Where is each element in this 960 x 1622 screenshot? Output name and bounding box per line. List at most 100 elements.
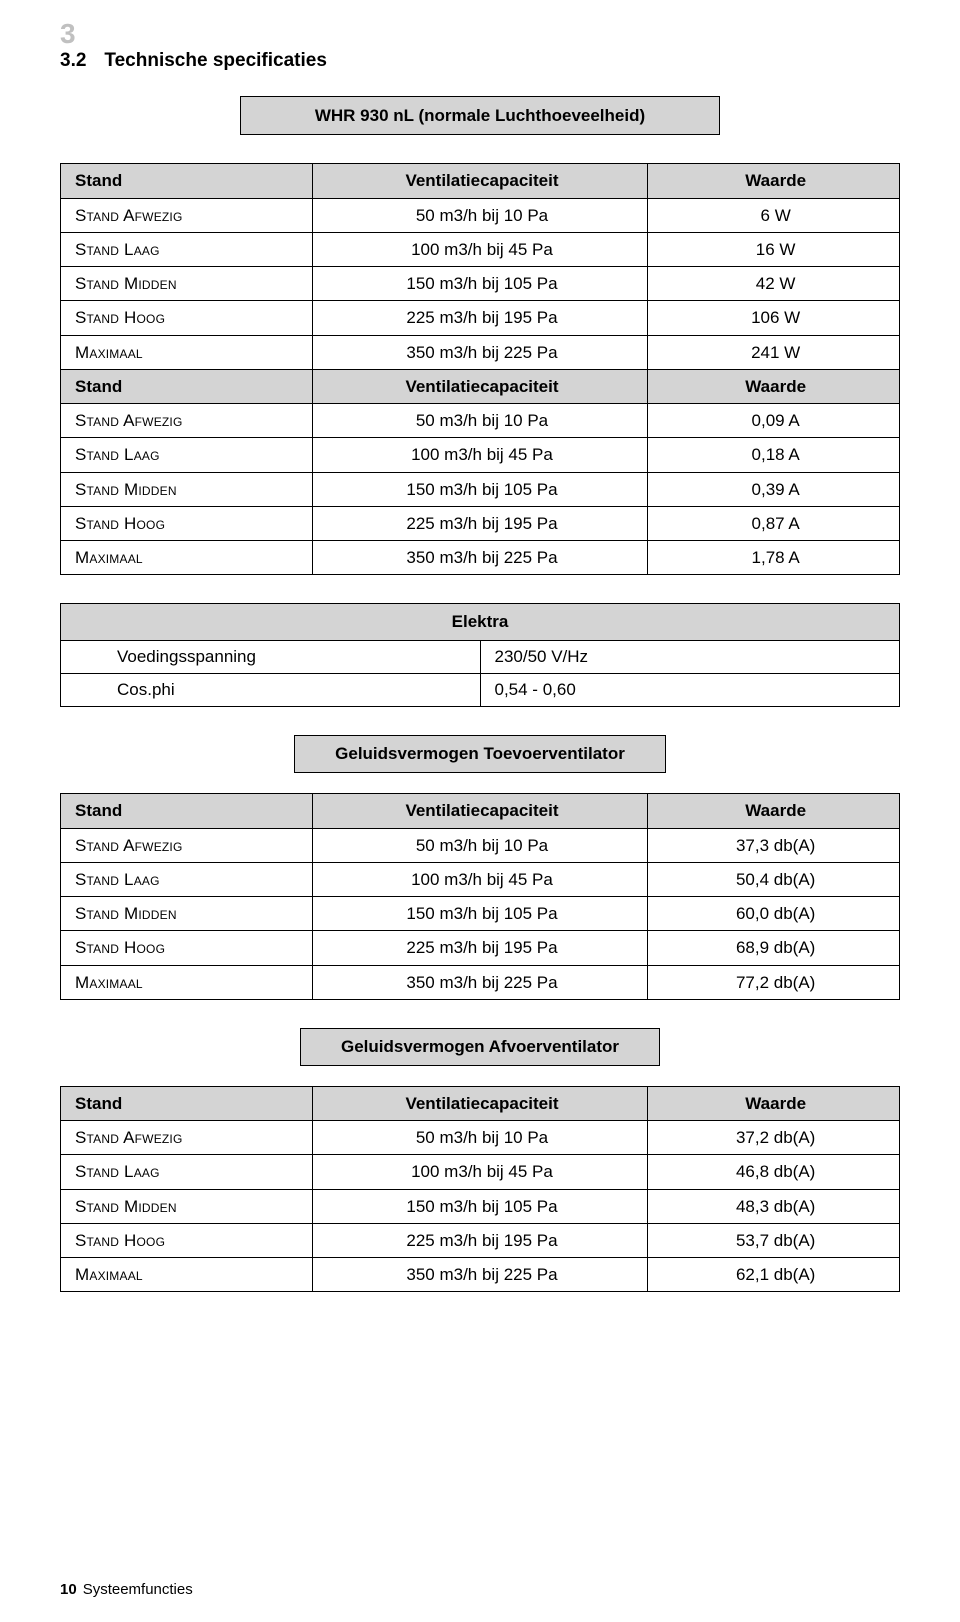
cell-waarde: 53,7 db(A) — [648, 1223, 900, 1257]
hdr-waarde: Waarde — [648, 164, 900, 198]
table-afvoer-rows: Stand Afwezig50 m3/h bij 10 Pa37,2 db(A)… — [61, 1121, 900, 1292]
cell-waarde: 37,3 db(A) — [648, 828, 900, 862]
table1-header2: Stand Ventilatiecapaciteit Waarde — [61, 369, 900, 403]
cell-waarde: 50,4 db(A) — [648, 862, 900, 896]
banner-toevoer-text: Geluidsvermogen Toevoerventilator — [295, 736, 666, 773]
table-toevoer: Stand Ventilatiecapaciteit Waarde Stand … — [60, 793, 900, 1000]
table-row: Stand Hoog225 m3/h bij 195 Pa68,9 db(A) — [61, 931, 900, 965]
table-row: Maximaal350 m3/h bij 225 Pa241 W — [61, 335, 900, 369]
cell-capaciteit: 100 m3/h bij 45 Pa — [312, 1155, 648, 1189]
cell-capaciteit: 150 m3/h bij 105 Pa — [312, 897, 648, 931]
table-row: Maximaal350 m3/h bij 225 Pa62,1 db(A) — [61, 1258, 900, 1292]
banner-afvoer: Geluidsvermogen Afvoerventilator — [300, 1028, 660, 1066]
hdr-capaciteit: Ventilatiecapaciteit — [312, 369, 648, 403]
cell-capaciteit: 100 m3/h bij 45 Pa — [312, 438, 648, 472]
cell-waarde: 37,2 db(A) — [648, 1121, 900, 1155]
table-toevoer-header: Stand Ventilatiecapaciteit Waarde — [61, 794, 900, 828]
cell-capaciteit: 150 m3/h bij 105 Pa — [312, 267, 648, 301]
table1-rows-a: Stand Afwezig50 m3/h bij 10 Pa0,09 AStan… — [61, 404, 900, 575]
cell-capaciteit: 150 m3/h bij 105 Pa — [312, 472, 648, 506]
cell-capaciteit: 50 m3/h bij 10 Pa — [312, 1121, 648, 1155]
banner-afvoer-text: Geluidsvermogen Afvoerventilator — [300, 1028, 659, 1065]
table-row: Stand Hoog225 m3/h bij 195 Pa53,7 db(A) — [61, 1223, 900, 1257]
footer: 10 Systeemfuncties — [60, 1581, 193, 1598]
page-number-gray: 3 — [60, 20, 900, 48]
cell-label: Cos.phi — [61, 674, 481, 707]
table-row: Stand Hoog225 m3/h bij 195 Pa0,87 A — [61, 506, 900, 540]
hdr-capaciteit: Ventilatiecapaciteit — [312, 794, 648, 828]
cell-capaciteit: 150 m3/h bij 105 Pa — [312, 1189, 648, 1223]
cell-stand: Stand Laag — [61, 862, 313, 896]
hdr-waarde: Waarde — [648, 794, 900, 828]
footer-page: 10 — [60, 1581, 77, 1598]
hdr-capaciteit: Ventilatiecapaciteit — [312, 1086, 648, 1120]
cell-stand: Stand Afwezig — [61, 1121, 313, 1155]
cell-stand: Stand Hoog — [61, 301, 313, 335]
cell-waarde: 48,3 db(A) — [648, 1189, 900, 1223]
cell-stand: Stand Midden — [61, 897, 313, 931]
cell-capaciteit: 225 m3/h bij 195 Pa — [312, 506, 648, 540]
heading-number: 3.2 — [60, 50, 86, 71]
cell-waarde: 46,8 db(A) — [648, 1155, 900, 1189]
cell-stand: Stand Midden — [61, 1189, 313, 1223]
table-row: Stand Midden150 m3/h bij 105 Pa60,0 db(A… — [61, 897, 900, 931]
cell-capaciteit: 225 m3/h bij 195 Pa — [312, 1223, 648, 1257]
hdr-stand: Stand — [61, 794, 313, 828]
page: 3 3.2Technische specificaties WHR 930 nL… — [0, 0, 960, 1622]
hdr-waarde: Waarde — [648, 1086, 900, 1120]
table-row: Stand Midden150 m3/h bij 105 Pa0,39 A — [61, 472, 900, 506]
cell-stand: Stand Afwezig — [61, 828, 313, 862]
cell-capaciteit: 50 m3/h bij 10 Pa — [312, 404, 648, 438]
hdr-capaciteit: Ventilatiecapaciteit — [312, 164, 648, 198]
cell-value: 0,54 - 0,60 — [480, 674, 900, 707]
cell-stand: Maximaal — [61, 1258, 313, 1292]
table-afvoer-header: Stand Ventilatiecapaciteit Waarde — [61, 1086, 900, 1120]
table-afvoer: Stand Ventilatiecapaciteit Waarde Stand … — [60, 1086, 900, 1293]
table-row: Stand Midden150 m3/h bij 105 Pa42 W — [61, 267, 900, 301]
cell-waarde: 0,18 A — [648, 438, 900, 472]
table1: Stand Ventilatiecapaciteit Waarde Stand … — [60, 163, 900, 575]
table1-rows-w: Stand Afwezig50 m3/h bij 10 Pa6 WStand L… — [61, 198, 900, 369]
cell-stand: Stand Hoog — [61, 931, 313, 965]
table-row: Stand Afwezig50 m3/h bij 10 Pa37,3 db(A) — [61, 828, 900, 862]
cell-capaciteit: 350 m3/h bij 225 Pa — [312, 335, 648, 369]
cell-waarde: 106 W — [648, 301, 900, 335]
table-row: Voedingsspanning230/50 V/Hz — [61, 641, 900, 674]
cell-waarde: 0,87 A — [648, 506, 900, 540]
table-row: Stand Laag100 m3/h bij 45 Pa0,18 A — [61, 438, 900, 472]
table1-header: Stand Ventilatiecapaciteit Waarde — [61, 164, 900, 198]
table-row: Stand Midden150 m3/h bij 105 Pa48,3 db(A… — [61, 1189, 900, 1223]
cell-stand: Maximaal — [61, 541, 313, 575]
table-row: Stand Laag100 m3/h bij 45 Pa50,4 db(A) — [61, 862, 900, 896]
table-row: Stand Afwezig50 m3/h bij 10 Pa0,09 A — [61, 404, 900, 438]
cell-stand: Stand Hoog — [61, 1223, 313, 1257]
cell-capaciteit: 350 m3/h bij 225 Pa — [312, 965, 648, 999]
elektra-rows: Voedingsspanning230/50 V/HzCos.phi0,54 -… — [61, 641, 900, 707]
cell-waarde: 42 W — [648, 267, 900, 301]
table-row: Stand Laag100 m3/h bij 45 Pa16 W — [61, 232, 900, 266]
cell-stand: Stand Laag — [61, 232, 313, 266]
table-row: Cos.phi0,54 - 0,60 — [61, 674, 900, 707]
cell-capaciteit: 50 m3/h bij 10 Pa — [312, 198, 648, 232]
heading-text: Technische specificaties — [104, 50, 326, 71]
cell-stand: Stand Laag — [61, 1155, 313, 1189]
cell-capaciteit: 100 m3/h bij 45 Pa — [312, 232, 648, 266]
cell-stand: Stand Laag — [61, 438, 313, 472]
table-elektra: Elektra Voedingsspanning230/50 V/HzCos.p… — [60, 603, 900, 707]
cell-waarde: 0,09 A — [648, 404, 900, 438]
cell-capaciteit: 50 m3/h bij 10 Pa — [312, 828, 648, 862]
footer-text: Systeemfuncties — [83, 1581, 193, 1598]
banner-toevoer: Geluidsvermogen Toevoerventilator — [294, 735, 666, 773]
cell-stand: Maximaal — [61, 965, 313, 999]
section-heading: 3.2 Technische specificaties — [60, 50, 900, 72]
hdr-stand: Stand — [61, 369, 313, 403]
cell-stand: Stand Midden — [61, 267, 313, 301]
elektra-title: Elektra — [61, 604, 900, 641]
cell-label: Voedingsspanning — [61, 641, 481, 674]
cell-stand: Stand Afwezig — [61, 198, 313, 232]
table-row: Stand Afwezig50 m3/h bij 10 Pa37,2 db(A) — [61, 1121, 900, 1155]
cell-capaciteit: 100 m3/h bij 45 Pa — [312, 862, 648, 896]
table-row: Maximaal350 m3/h bij 225 Pa1,78 A — [61, 541, 900, 575]
cell-capaciteit: 350 m3/h bij 225 Pa — [312, 541, 648, 575]
cell-capaciteit: 225 m3/h bij 195 Pa — [312, 301, 648, 335]
